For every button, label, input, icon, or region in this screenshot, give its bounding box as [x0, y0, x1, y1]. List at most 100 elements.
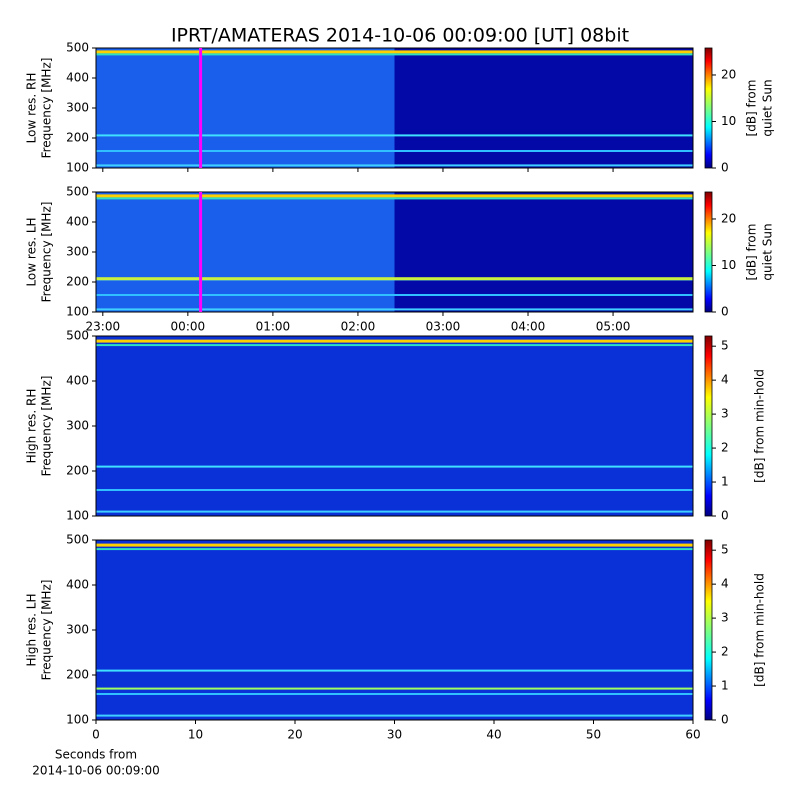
spectrogram-band — [96, 134, 693, 137]
y-tick-label: 100 — [66, 305, 89, 319]
colorbar-label: quiet Sun — [761, 223, 775, 280]
y-axis-label: Low res. RH — [25, 73, 39, 144]
colorbar-tick-label: 2 — [721, 645, 729, 659]
colorbar — [704, 47, 713, 169]
y-tick-label: 400 — [66, 374, 89, 388]
colorbar-label: quiet Sun — [761, 79, 775, 136]
y-tick-label: 200 — [66, 464, 89, 478]
y-tick-label: 500 — [66, 41, 89, 55]
y-tick-label: 500 — [66, 329, 89, 343]
colorbar-tick-label: 20 — [721, 67, 736, 81]
x-tick-label: 40 — [486, 728, 501, 742]
colorbar-tick-label: 0 — [721, 509, 729, 523]
colorbar-tick-label: 10 — [721, 258, 736, 272]
x-axis-label: Seconds from — [55, 748, 137, 762]
spectrogram-band — [96, 53, 693, 56]
y-tick-label: 100 — [66, 509, 89, 523]
x-axis-label: 2014-10-06 00:09:00 — [32, 764, 159, 778]
y-tick-label: 400 — [66, 215, 89, 229]
spectrogram-band — [96, 164, 693, 167]
x-tick-label: 04:00 — [511, 320, 546, 334]
y-tick-label: 300 — [66, 101, 89, 115]
spectrogram-band — [96, 50, 693, 54]
colorbar-tick-label: 5 — [721, 543, 729, 557]
spectrogram-band — [96, 543, 693, 547]
y-tick-label: 200 — [66, 668, 89, 682]
colorbar — [704, 539, 713, 721]
spectrogram — [96, 336, 693, 516]
spectrogram-band — [96, 150, 693, 152]
colorbar-tick-label: 0 — [721, 161, 729, 175]
colorbar-label: [dB] from min-hold — [753, 369, 767, 483]
y-tick-label: 400 — [66, 71, 89, 85]
colorbar — [704, 191, 713, 313]
x-tick-label: 03:00 — [426, 320, 461, 334]
y-axis-label: Frequency [MHz] — [40, 202, 54, 303]
colorbar-label: [dB] from min-hold — [753, 573, 767, 687]
x-tick-label: 01:00 — [256, 320, 291, 334]
colorbar-tick-label: 4 — [721, 577, 729, 591]
colorbar-label: [dB] from — [745, 80, 759, 137]
colorbar-tick-label: 2 — [721, 441, 729, 455]
x-tick-label: 0 — [92, 728, 100, 742]
x-tick-label: 50 — [586, 728, 601, 742]
spectrogram-band — [96, 510, 693, 513]
spectrogram — [96, 540, 693, 720]
y-axis-label: High res. RH — [25, 389, 39, 464]
y-tick-label: 300 — [66, 623, 89, 637]
y-axis-label: Frequency [MHz] — [40, 580, 54, 681]
spectrogram-region — [96, 192, 395, 312]
colorbar-tick-label: 1 — [721, 679, 729, 693]
y-tick-label: 100 — [66, 713, 89, 727]
colorbar — [704, 335, 713, 517]
x-tick-label: 10 — [188, 728, 203, 742]
spectrogram-band — [96, 687, 693, 690]
colorbar-tick-label: 3 — [721, 611, 729, 625]
colorbar-tick-label: 10 — [721, 114, 736, 128]
x-tick-label: 23:00 — [86, 320, 121, 334]
y-tick-label: 500 — [66, 185, 89, 199]
y-axis-label: High res. LH — [25, 593, 39, 666]
y-tick-label: 200 — [66, 131, 89, 145]
spectrogram-band — [96, 489, 693, 491]
x-tick-label: 02:00 — [341, 320, 376, 334]
spectrogram-band — [96, 339, 693, 343]
x-tick-label: 30 — [387, 728, 402, 742]
x-tick-label: 60 — [685, 728, 700, 742]
x-tick-label: 05:00 — [596, 320, 631, 334]
y-axis-label: Low res. LH — [25, 217, 39, 286]
colorbar-tick-label: 1 — [721, 475, 729, 489]
y-tick-label: 100 — [66, 161, 89, 175]
y-tick-label: 300 — [66, 245, 89, 259]
y-axis-label: Frequency [MHz] — [40, 376, 54, 477]
y-axis-label: Frequency [MHz] — [40, 58, 54, 159]
spectrogram-band — [96, 197, 693, 200]
spectrogram-band — [96, 465, 693, 468]
spectrogram-band — [96, 294, 693, 296]
spectrogram-band — [96, 669, 693, 672]
figure-title: IPRT/AMATERAS 2014-10-06 00:09:00 [UT] 0… — [171, 25, 629, 47]
spectrogram-band — [96, 548, 693, 551]
colorbar-tick-label: 20 — [721, 211, 736, 225]
spectrogram-band — [96, 714, 693, 717]
colorbar-tick-label: 4 — [721, 373, 729, 387]
y-tick-label: 200 — [66, 275, 89, 289]
spectrogram-band — [96, 194, 693, 198]
spectrogram-region — [394, 48, 693, 168]
x-tick-label: 00:00 — [171, 320, 206, 334]
y-tick-label: 300 — [66, 419, 89, 433]
spectrogram-band — [96, 344, 693, 347]
spectrogram-region — [394, 192, 693, 312]
colorbar-tick-label: 0 — [721, 713, 729, 727]
x-tick-label: 20 — [287, 728, 302, 742]
spectrogram-band — [96, 308, 693, 311]
colorbar-tick-label: 3 — [721, 407, 729, 421]
spectrogram-band — [96, 693, 693, 695]
colorbar-label: [dB] from — [745, 224, 759, 281]
y-tick-label: 500 — [66, 533, 89, 547]
colorbar-tick-label: 5 — [721, 339, 729, 353]
colorbar-tick-label: 0 — [721, 305, 729, 319]
spectrogram-band — [96, 277, 693, 281]
y-tick-label: 400 — [66, 578, 89, 592]
